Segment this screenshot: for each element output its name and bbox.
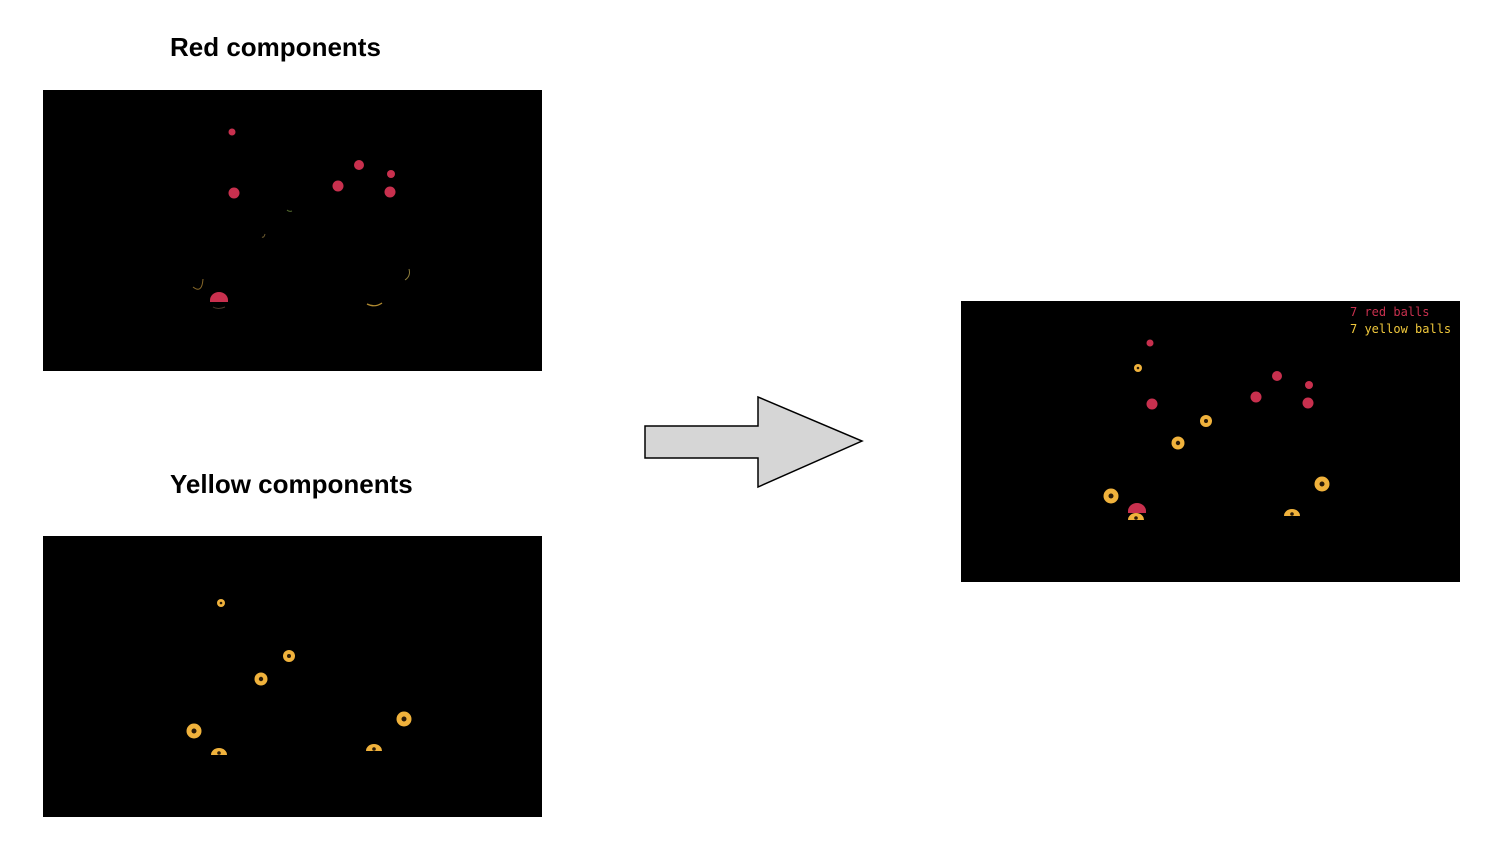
red-components-image xyxy=(43,90,542,371)
red-components-canvas xyxy=(192,128,410,309)
yellow-ball xyxy=(1171,436,1185,450)
yellow-ball xyxy=(1284,509,1300,516)
edge-artifact xyxy=(404,268,410,281)
red-ball xyxy=(354,160,364,170)
red-ball xyxy=(1146,339,1154,347)
yellow-ball xyxy=(1314,476,1330,492)
yellow-ball xyxy=(1103,488,1119,504)
combined-result-image: 7 red balls 7 yellow balls xyxy=(961,301,1460,582)
red-ball xyxy=(384,186,396,198)
yellow-components-title: Yellow components xyxy=(170,469,413,499)
yellow-ball xyxy=(211,748,227,755)
yellow-components-image xyxy=(43,536,542,817)
right-arrow-icon xyxy=(644,395,864,489)
yellow-ball xyxy=(1128,513,1144,520)
red-ball xyxy=(332,180,344,192)
yellow-ball xyxy=(217,599,225,607)
yellow-ball-count-label: 7 yellow balls xyxy=(1350,322,1452,336)
red-ball xyxy=(1305,381,1313,389)
edge-artifact xyxy=(366,302,383,307)
edge-artifact xyxy=(286,209,293,212)
red-ball xyxy=(387,170,395,178)
edge-artifact xyxy=(261,233,266,238)
yellow-ball xyxy=(396,711,412,727)
red-ball xyxy=(1250,391,1262,403)
yellow-ball xyxy=(366,744,382,751)
red-ball xyxy=(228,187,240,199)
yellow-ball xyxy=(1134,364,1142,372)
red-ball xyxy=(1146,398,1158,410)
red-ball xyxy=(1302,397,1314,409)
red-ball xyxy=(210,292,228,302)
combined-result-canvas xyxy=(1103,339,1330,520)
red-ball xyxy=(228,128,236,136)
red-ball-count-label: 7 red balls xyxy=(1350,305,1430,319)
yellow-components-canvas xyxy=(186,599,412,755)
red-components-title: Red components xyxy=(170,32,381,62)
yellow-ball xyxy=(254,672,268,686)
yellow-ball xyxy=(186,723,202,739)
red-ball xyxy=(1128,503,1146,513)
yellow-ball xyxy=(1200,415,1212,427)
edge-artifact xyxy=(212,306,226,309)
yellow-ball xyxy=(283,650,295,662)
edge-artifact xyxy=(192,278,204,290)
red-ball xyxy=(1272,371,1282,381)
